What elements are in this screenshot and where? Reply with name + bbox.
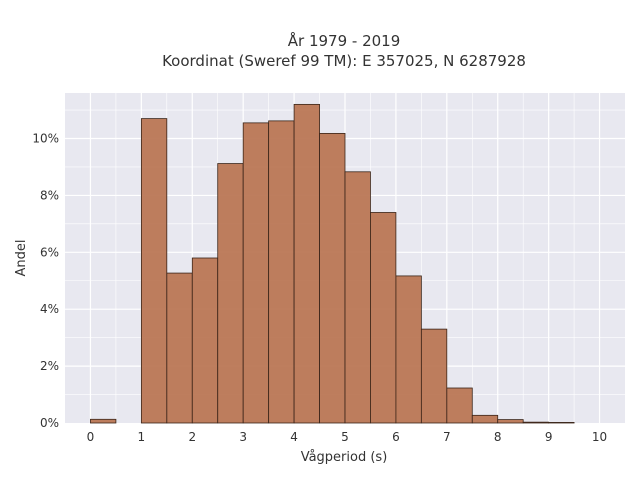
y-tick-label: 4% — [40, 302, 59, 316]
x-tick-label: 8 — [494, 430, 502, 444]
x-tick-label: 3 — [239, 430, 247, 444]
histogram-bar — [446, 387, 473, 424]
x-tick-label: 10 — [592, 430, 607, 444]
y-tick-label: 6% — [40, 245, 59, 259]
chart-title-line2: Koordinat (Sweref 99 TM): E 357025, N 62… — [162, 52, 526, 70]
chart-title-line1: År 1979 - 2019 — [288, 31, 401, 50]
histogram-bar — [268, 120, 295, 424]
histogram-bar — [191, 257, 219, 424]
histogram-bar — [344, 171, 371, 424]
x-axis-ticks: 0 1 2 3 4 5 6 7 8 9 10 — [87, 430, 608, 444]
x-axis-label: Vågperiod (s) — [301, 450, 388, 465]
histogram-bar — [140, 118, 168, 424]
x-tick-label: 7 — [443, 430, 451, 444]
histogram-bar — [242, 122, 270, 424]
x-tick-label: 4 — [290, 430, 298, 444]
x-tick-label: 1 — [138, 430, 146, 444]
x-tick-label: 6 — [392, 430, 400, 444]
histogram-bar — [319, 132, 346, 424]
x-tick-label: 9 — [545, 430, 553, 444]
histogram-bar — [395, 275, 422, 424]
histogram-bar — [548, 422, 575, 424]
histogram-bar — [370, 212, 397, 424]
histogram-bar — [471, 414, 499, 424]
histogram-bar — [420, 328, 448, 424]
x-tick-label: 0 — [87, 430, 95, 444]
bars — [90, 103, 575, 424]
y-tick-label: 10% — [32, 132, 59, 146]
histogram-bar — [293, 103, 320, 424]
x-tick-label: 5 — [341, 430, 349, 444]
y-tick-label: 8% — [40, 188, 59, 202]
y-tick-label: 2% — [40, 359, 59, 373]
histogram-bar — [217, 163, 244, 424]
histogram-bar — [90, 418, 117, 424]
histogram-bar — [166, 272, 193, 424]
y-axis-ticks: 0% 2% 4% 6% 8% 10% — [32, 132, 59, 430]
x-tick-label: 2 — [188, 430, 196, 444]
histogram-bar — [522, 421, 550, 424]
y-tick-label: 0% — [40, 416, 59, 430]
histogram-bar — [497, 419, 524, 424]
y-axis-label: Andel — [14, 240, 29, 277]
